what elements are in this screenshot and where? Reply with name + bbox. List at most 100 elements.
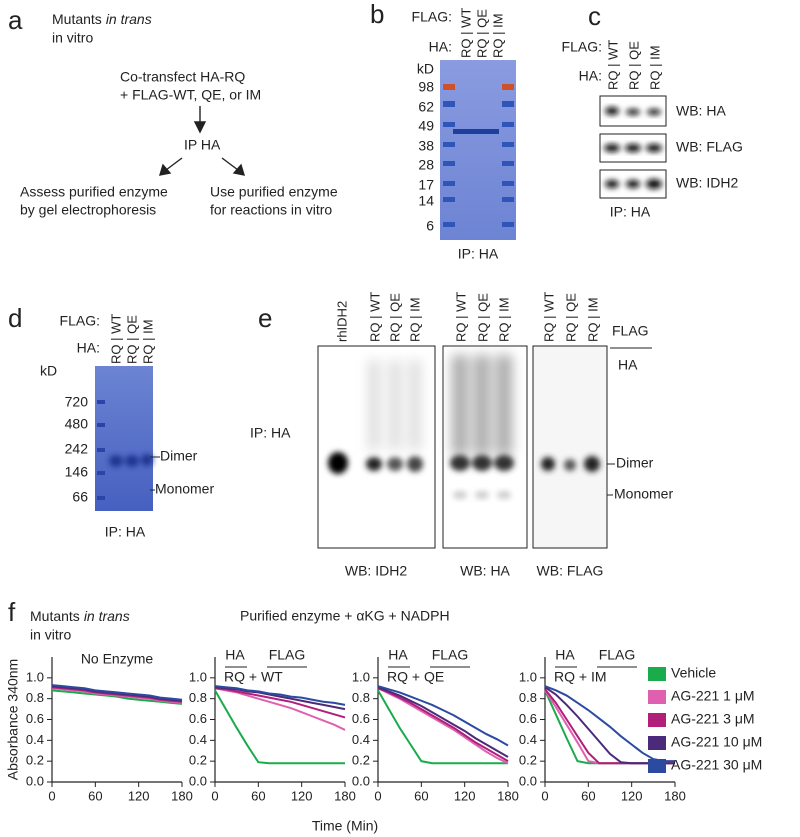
- pair-label: RQ + IM: [554, 669, 607, 685]
- flag-label: FLAG: [599, 647, 636, 663]
- series-line: [377, 689, 508, 765]
- caption: IP: HA: [610, 204, 651, 220]
- ha-label: HA:: [579, 68, 602, 84]
- series-line: [214, 685, 346, 706]
- band-label: Dimer: [160, 448, 198, 464]
- panel-title: Mutants in trans: [52, 11, 152, 27]
- blot-label: WB: FLAG: [676, 139, 743, 155]
- caption: IP: HA: [458, 246, 499, 262]
- outcome-text: Use purified enzyme: [210, 184, 338, 200]
- x-tick-label: 180: [664, 788, 686, 803]
- ha-label: HA:: [77, 340, 100, 356]
- y-tick-label: 0.6: [26, 711, 44, 726]
- lane-label: RQ | IM: [496, 297, 511, 342]
- x-axis-label: Time (Min): [312, 818, 378, 834]
- ha-label: HA: [225, 647, 245, 663]
- marker-label: 66: [72, 489, 88, 505]
- series-line: [51, 686, 183, 703]
- y-tick-label: 1.0: [26, 669, 44, 684]
- lane-label: RQ | WT: [108, 314, 123, 364]
- title-text: Mutants: [52, 11, 102, 27]
- y-tick-label: 0.4: [26, 732, 44, 747]
- lane-label: RQ | QE: [387, 293, 402, 342]
- x-tick-label: 120: [621, 788, 643, 803]
- panel-title: in vitro: [52, 30, 93, 46]
- panel-label: c: [588, 1, 601, 31]
- unit-label: kD: [40, 363, 57, 379]
- lane-label: RQ | WT: [453, 292, 468, 342]
- lane-label: RQ | WT: [605, 40, 620, 90]
- marker-label: 38: [418, 138, 434, 154]
- axis-line: [51, 657, 182, 783]
- x-tick-label: 120: [454, 788, 476, 803]
- step-text: Co-transfect HA-RQ: [120, 69, 245, 85]
- y-tick-label: 0.6: [519, 711, 537, 726]
- flag-label: FLAG: [432, 647, 469, 663]
- marker-label: 49: [418, 118, 434, 134]
- y-tick-label: 0.6: [352, 711, 370, 726]
- title-italic: in trans: [84, 608, 130, 624]
- outcome-text: Assess purified enzyme: [20, 184, 168, 200]
- ha-label: HA: [388, 647, 408, 663]
- blot-label: WB: IDH2: [676, 175, 738, 191]
- blot-image: [599, 95, 667, 199]
- marker-label: 242: [65, 441, 89, 457]
- y-tick-label: 0.8: [189, 690, 207, 705]
- panel-label: e: [258, 303, 272, 333]
- series-line: [377, 686, 509, 758]
- title-text: Mutants: [30, 608, 80, 624]
- marker-label: 14: [418, 193, 434, 209]
- x-tick-label: 60: [414, 788, 428, 803]
- x-tick-label: 120: [128, 788, 150, 803]
- lane-label: RQ | IM: [140, 319, 155, 364]
- flag-label: FLAG:: [562, 39, 602, 55]
- flag-label: FLAG:: [412, 9, 452, 25]
- series-line: [377, 687, 509, 763]
- legend-label: Vehicle: [671, 665, 716, 681]
- marker-label: 6: [426, 218, 434, 234]
- flag-label: FLAG:: [60, 313, 100, 329]
- panel-title: Mutants in trans: [30, 608, 130, 624]
- x-tick-label: 180: [171, 788, 193, 803]
- lane-label: RQ | WT: [367, 292, 382, 342]
- flag-label: FLAG: [269, 647, 306, 663]
- lane-label: rhIDH2: [334, 301, 349, 342]
- band-label: Dimer: [616, 455, 654, 471]
- y-tick-label: 1.0: [519, 669, 537, 684]
- lane-label: RQ | QE: [475, 293, 490, 342]
- lane-label: RQ | IM: [490, 13, 505, 58]
- panel-subtitle: Purified enzyme + αKG + NADPH: [240, 608, 450, 624]
- y-axis-label: Absorbance 340nm: [5, 659, 21, 780]
- x-tick-label: 180: [497, 788, 519, 803]
- x-tick-label: 60: [581, 788, 595, 803]
- y-tick-label: 0.0: [352, 773, 370, 788]
- y-tick-label: 0.8: [26, 690, 44, 705]
- y-tick-label: 0.6: [189, 711, 207, 726]
- gel-image: [440, 60, 516, 240]
- legend-label: AG-221 3 μM: [671, 711, 755, 727]
- y-tick-label: 0.4: [352, 732, 370, 747]
- panel-label: d: [8, 303, 22, 333]
- side-label: IP: HA: [250, 425, 291, 441]
- x-tick-label: 0: [541, 788, 548, 803]
- series-line: [377, 685, 509, 747]
- y-tick-label: 0.2: [26, 753, 44, 768]
- legend-label: AG-221 30 μM: [671, 757, 762, 773]
- x-tick-label: 0: [211, 788, 218, 803]
- panel-label: b: [370, 0, 384, 29]
- blot-label: WB: FLAG: [537, 563, 604, 579]
- y-tick-label: 0.4: [519, 732, 537, 747]
- lane-label: RQ | QE: [626, 41, 641, 90]
- marker-label: 17: [418, 177, 434, 193]
- x-tick-label: 0: [48, 788, 55, 803]
- legend-swatch: [648, 759, 666, 773]
- y-tick-label: 0.0: [189, 773, 207, 788]
- lane-label: RQ | WT: [458, 8, 473, 58]
- x-tick-label: 180: [334, 788, 356, 803]
- series-line: [51, 687, 183, 704]
- lane-label: RQ | IM: [407, 297, 422, 342]
- pair-label: RQ + WT: [224, 669, 283, 685]
- y-tick-label: 0.8: [519, 690, 537, 705]
- y-tick-label: 0.2: [519, 753, 537, 768]
